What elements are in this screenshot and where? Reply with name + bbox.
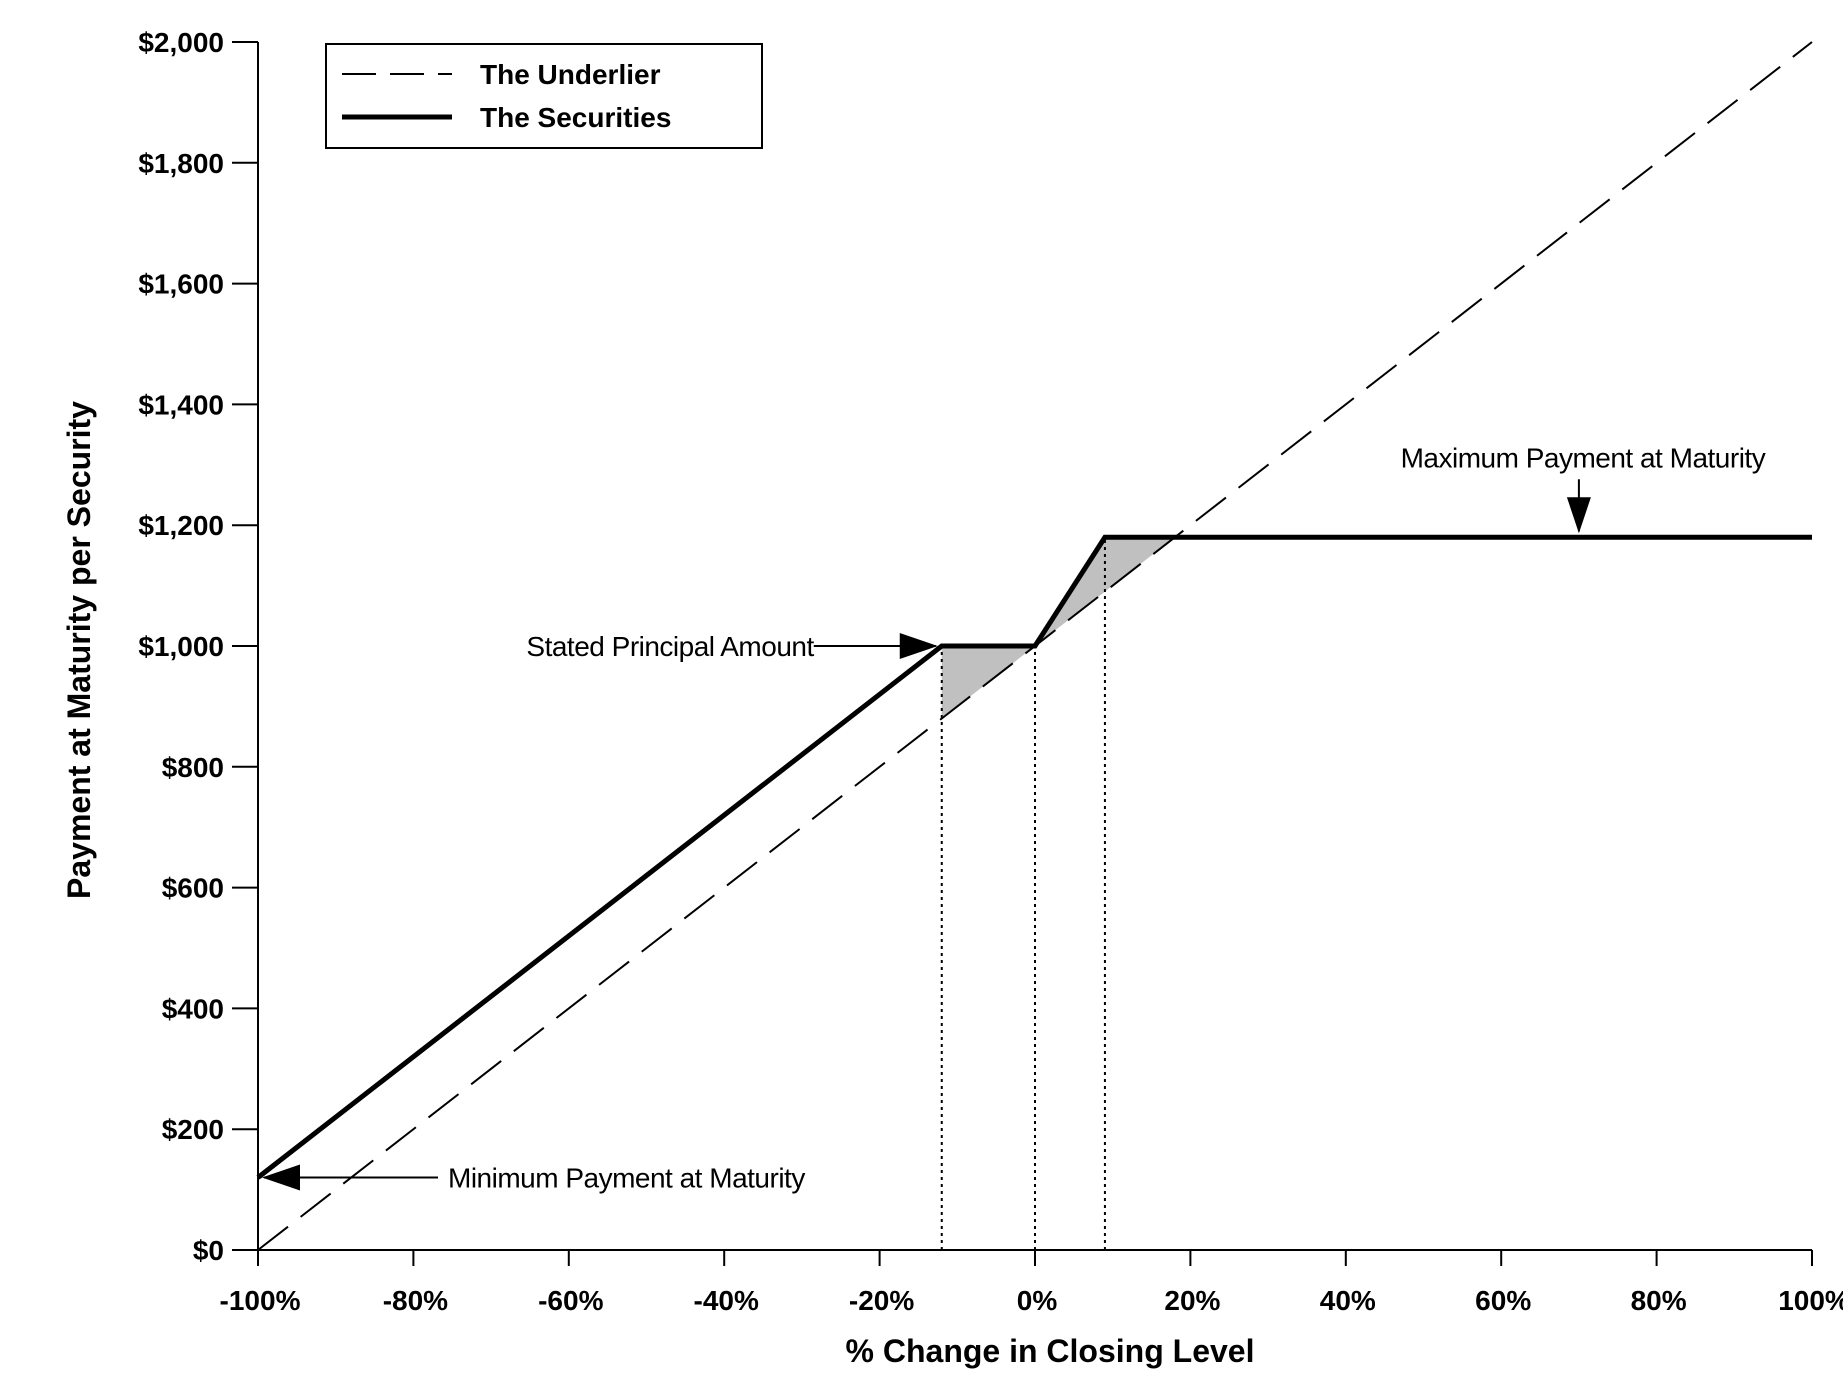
- x-tick-label-7: 40%: [1320, 1285, 1376, 1316]
- x-tick-label-5: 0%: [1017, 1285, 1058, 1316]
- legend-label-underlier: The Underlier: [480, 59, 661, 90]
- y-tick-label-2: $400: [162, 993, 224, 1024]
- x-tick-label-0: -100%: [220, 1285, 301, 1316]
- x-tick-label-6: 20%: [1164, 1285, 1220, 1316]
- annotation-label-2: Minimum Payment at Maturity: [448, 1163, 805, 1194]
- y-tick-label-10: $2,000: [138, 27, 224, 58]
- x-tick-label-8: 60%: [1475, 1285, 1531, 1316]
- legend: The Underlier The Securities: [325, 43, 763, 149]
- x-tick-label-2: -60%: [538, 1285, 603, 1316]
- annotation-arrow-2: [262, 1164, 300, 1191]
- annotations: Stated Principal Amount Maximum Payment a…: [262, 442, 1766, 1194]
- reference-lines: [940, 537, 1106, 1250]
- x-tick-label-1: -80%: [383, 1285, 448, 1316]
- annotation-arrow-0: [899, 633, 938, 659]
- y-tick-label-5: $1,000: [138, 631, 224, 662]
- y-tick-label-6: $1,200: [138, 510, 224, 541]
- annotation-label-1: Maximum Payment at Maturity: [1401, 442, 1766, 473]
- annotation-arrow-1: [1566, 497, 1591, 534]
- y-tick-label-9: $1,800: [138, 148, 224, 179]
- x-tick-label-10: 100%: [1778, 1285, 1843, 1316]
- series-lines: [256, 41, 1813, 1251]
- y-tick-label-4: $800: [162, 752, 224, 783]
- x-tick-label-9: 80%: [1631, 1285, 1687, 1316]
- y-axis-title: Payment at Maturity per Security: [61, 401, 97, 899]
- y-tick-label-1: $200: [162, 1114, 224, 1145]
- axes: $0 $200 $400 $600 $800 $1,000 $1,200 $1,400 $1,6…: [138, 27, 1843, 1316]
- y-tick-label-7: $1,400: [138, 389, 224, 420]
- y-tick-label-3: $600: [162, 873, 224, 904]
- x-tick-label-3: -40%: [694, 1285, 759, 1316]
- annotation-label-0: Stated Principal Amount: [526, 631, 814, 662]
- y-tick-label-0: $0: [193, 1235, 224, 1266]
- legend-box: [325, 43, 763, 149]
- y-tick-label-8: $1,600: [138, 269, 224, 300]
- x-tick-label-4: -20%: [849, 1285, 914, 1316]
- series-line-the-securities: [256, 534, 1812, 1180]
- legend-label-securities: The Securities: [480, 102, 671, 133]
- x-axis-title: % Change in Closing Level: [846, 1333, 1255, 1369]
